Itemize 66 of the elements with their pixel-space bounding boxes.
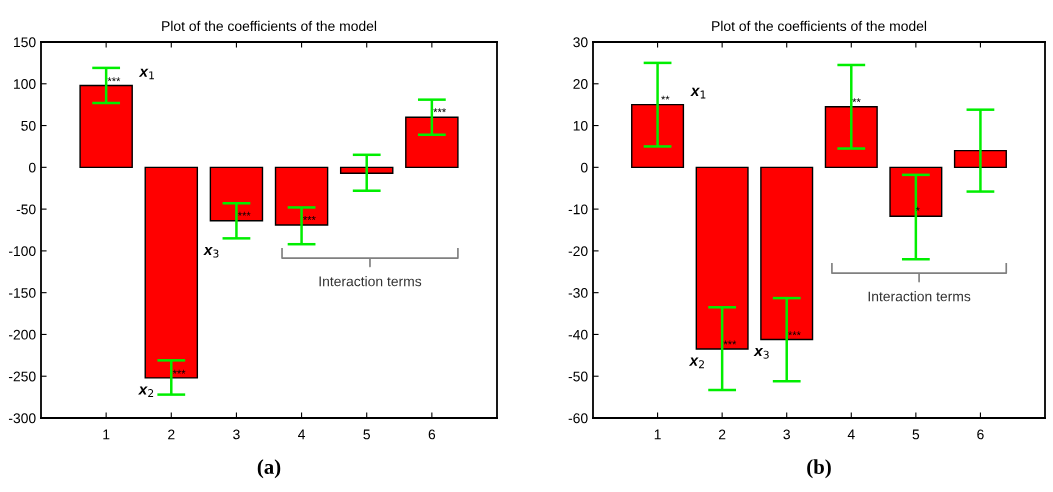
x-tick-label: 5 xyxy=(363,429,370,440)
chart-title: Plot of the coefficients of the model xyxy=(162,20,377,32)
bar xyxy=(760,166,814,341)
text: (a) xyxy=(257,459,281,479)
annotation: ** xyxy=(852,98,861,103)
y-tick-label: -40 xyxy=(568,329,588,340)
y-tick-label: -100 xyxy=(8,246,36,257)
annotation: * xyxy=(915,206,920,211)
x-tick-label: 1 xyxy=(654,429,661,440)
bar xyxy=(889,166,943,217)
y-tick-label: 100 xyxy=(14,79,36,89)
annotation: x$_{1}$ xyxy=(138,68,154,80)
text: (b) xyxy=(807,459,831,479)
annotation: *** xyxy=(788,331,801,336)
y-tick-label: -50 xyxy=(568,371,588,382)
annotation: ** xyxy=(661,95,670,100)
annotation: *** xyxy=(433,108,446,113)
y-tick-label: -300 xyxy=(8,413,36,424)
bar xyxy=(405,116,459,169)
annotation: *** xyxy=(237,211,251,216)
annotation: *** xyxy=(172,369,186,374)
bar xyxy=(824,106,878,169)
annotation: *** xyxy=(107,77,121,82)
y-tick-label: 50 xyxy=(21,120,36,131)
bar xyxy=(274,166,329,226)
annotation: *** xyxy=(723,340,737,345)
x-tick-label: 4 xyxy=(847,429,855,440)
x-tick-label: 5 xyxy=(912,429,920,440)
x-tick-label: 6 xyxy=(428,429,436,440)
x-tick-label: 2 xyxy=(718,429,726,440)
y-tick-label: 150 xyxy=(14,37,36,48)
annotation: x$_{1}$ xyxy=(690,87,706,99)
bar xyxy=(144,166,199,379)
annotation: x$_{2}$ xyxy=(688,357,704,369)
y-tick-label: 0 xyxy=(580,162,588,173)
y-tick-label: -50 xyxy=(16,204,36,215)
annotation: Interaction terms xyxy=(319,276,422,287)
y-tick-label: 10 xyxy=(573,120,588,131)
y-tick-label: 30 xyxy=(573,37,588,48)
y-tick-label: -30 xyxy=(568,288,588,298)
y-tick-label: -200 xyxy=(8,329,36,340)
annotation: x$_{2}$ xyxy=(138,386,154,397)
annotation: x$_{3}$ xyxy=(753,347,769,359)
annotation: x$_{3}$ xyxy=(203,246,219,258)
y-tick-label: -20 xyxy=(568,246,588,257)
x-tick-label: 3 xyxy=(233,429,240,440)
annotation: Interaction terms xyxy=(868,291,971,302)
y-tick-label: -10 xyxy=(568,204,588,215)
bar xyxy=(695,166,749,350)
x-tick-label: 2 xyxy=(168,429,175,440)
x-tick-label: 4 xyxy=(298,429,306,440)
x-tick-label: 6 xyxy=(977,429,984,440)
x-tick-label: 1 xyxy=(103,429,110,440)
bar xyxy=(79,84,133,169)
y-tick-label: 0 xyxy=(28,162,36,173)
annotation: *** xyxy=(303,216,316,220)
bar xyxy=(339,166,394,174)
y-tick-label: -250 xyxy=(8,371,36,382)
chart-title: Plot of the coefficients of the model xyxy=(712,20,927,32)
bar xyxy=(209,166,264,222)
bar xyxy=(631,103,685,169)
x-tick-label: 3 xyxy=(783,429,790,440)
y-tick-label: 20 xyxy=(573,79,588,89)
y-tick-label: -150 xyxy=(8,288,36,298)
y-tick-label: -60 xyxy=(568,413,588,424)
bar xyxy=(953,149,1007,169)
